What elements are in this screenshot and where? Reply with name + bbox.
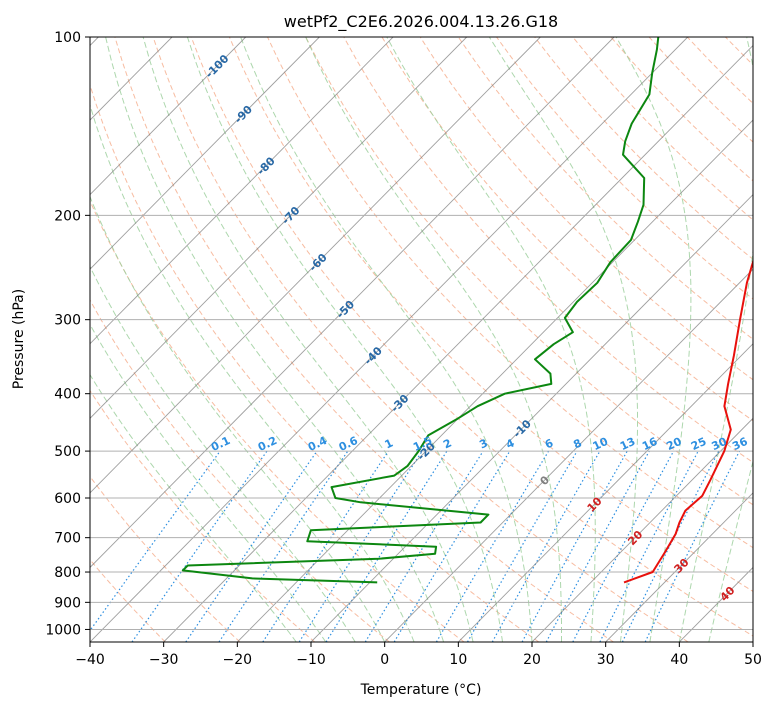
moist-adiabat-line <box>386 37 596 642</box>
y-axis-label: Pressure (hPa) <box>11 289 27 389</box>
y-tick-label: 300 <box>54 313 81 329</box>
isotherm-line <box>90 37 394 345</box>
x-tick-label: −30 <box>149 652 179 668</box>
grid-lines <box>90 37 753 642</box>
isotherm-line <box>605 492 753 642</box>
mixing-ratio-label: 16 <box>640 435 660 453</box>
y-tick-label: 200 <box>54 208 81 224</box>
mixing-ratio-line <box>545 450 650 642</box>
x-tick-label: 20 <box>523 652 541 668</box>
dry-adiabat-line <box>90 389 316 642</box>
x-tick-label: 0 <box>380 652 389 668</box>
mixing-ratio-label: 20 <box>664 435 684 453</box>
moist-adiabat-line <box>90 103 415 642</box>
moist-adiabat-line <box>305 37 562 642</box>
dry-adiabat-line <box>90 558 166 642</box>
isotherm-line <box>90 37 468 419</box>
y-tick-label: 700 <box>54 531 81 547</box>
x-tick-label: 40 <box>670 652 688 668</box>
profile-lines <box>181 37 753 584</box>
dry-adiabat-line <box>305 37 753 506</box>
dry-adiabat-line <box>90 475 241 642</box>
y-tick-label: 600 <box>54 491 81 507</box>
x-tick-label: 50 <box>744 652 762 668</box>
mixing-ratio-line <box>185 450 318 642</box>
isotherm-line <box>458 343 753 642</box>
isotherm-line <box>90 37 615 569</box>
dry-adiabat-line <box>496 37 753 300</box>
moist-adiabat-line <box>186 37 503 642</box>
mixing-ratio-line <box>393 450 511 642</box>
temperature-profile-line <box>623 258 753 584</box>
dry-adiabat-line <box>90 83 540 642</box>
dry-adiabat-line <box>90 298 390 642</box>
mixing-ratio-line <box>90 450 221 632</box>
moist-adiabat-line <box>488 37 638 642</box>
isotherm-line <box>310 193 753 642</box>
isotherm-line <box>163 44 753 642</box>
chart-title: wetPf2_C2E6.2026.004.13.26.G18 <box>284 12 558 32</box>
x-tick-label: −10 <box>296 652 326 668</box>
moist-adiabat-line <box>90 323 327 642</box>
x-tick-label: −20 <box>223 652 253 668</box>
moist-adiabat-line <box>678 37 753 642</box>
x-axis-label: Temperature (°C) <box>360 682 482 698</box>
isotherm-line <box>90 37 320 270</box>
x-axis: −40 −30 −20 −10 0 10 20 30 40 50 <box>75 642 762 668</box>
plot-frame <box>89 36 754 643</box>
y-axis: 100 200 300 400 500 600 700 800 900 1000 <box>45 30 90 638</box>
moist-adiabat-line <box>615 37 692 642</box>
isotherm-line <box>531 417 753 642</box>
y-tick-label: 400 <box>54 387 81 403</box>
dry-adiabat-line <box>343 37 753 464</box>
dry-adiabat-line <box>381 37 753 422</box>
x-tick-label: 30 <box>597 652 615 668</box>
isotherm-line <box>237 119 753 642</box>
mixing-ratio-line <box>521 450 628 642</box>
x-tick-label: 10 <box>449 652 467 668</box>
moist-adiabat-line <box>142 37 474 642</box>
isotherm-line <box>90 37 541 494</box>
mixing-ratio-label: 13 <box>618 435 637 453</box>
dry-adiabat-line <box>152 37 689 642</box>
moist-adiabat-line <box>90 265 356 642</box>
dry-adiabat-line <box>90 199 465 642</box>
moist-adiabat-line <box>105 37 445 642</box>
mixing-ratio-label: 30 <box>710 435 730 453</box>
mixing-ratio-line <box>644 450 741 642</box>
dry-adiabat-line <box>228 37 753 593</box>
mixing-ratio-label: 10 <box>591 435 611 453</box>
mixing-ratio-line <box>262 450 389 642</box>
mixing-ratio-line <box>364 450 484 642</box>
mixing-ratio-line <box>621 450 720 642</box>
dry-adiabat-line <box>114 37 614 642</box>
x-tick-label: −40 <box>75 652 105 668</box>
dry-adiabat-line <box>267 37 753 549</box>
dewpoint-profile-line <box>181 37 660 584</box>
isotherm-line <box>384 268 753 642</box>
mixing-ratio-line <box>298 450 423 642</box>
y-tick-label: 800 <box>54 565 81 581</box>
y-tick-label: 500 <box>54 444 81 460</box>
isotherm-line <box>90 37 247 196</box>
dry-adiabat-line <box>457 37 753 340</box>
isotherm-line <box>90 37 689 642</box>
y-tick-label: 100 <box>54 30 81 46</box>
mixing-ratio-label: 25 <box>689 435 708 453</box>
mixing-ratio-label: 36 <box>730 435 750 453</box>
mixing-ratio-line <box>325 450 448 642</box>
moist-adiabat-line <box>240 37 533 642</box>
y-tick-label: 1000 <box>45 622 81 638</box>
moist-adiabat-line <box>90 195 386 642</box>
mixing-ratio-line <box>218 450 349 642</box>
y-tick-label: 900 <box>54 595 81 611</box>
